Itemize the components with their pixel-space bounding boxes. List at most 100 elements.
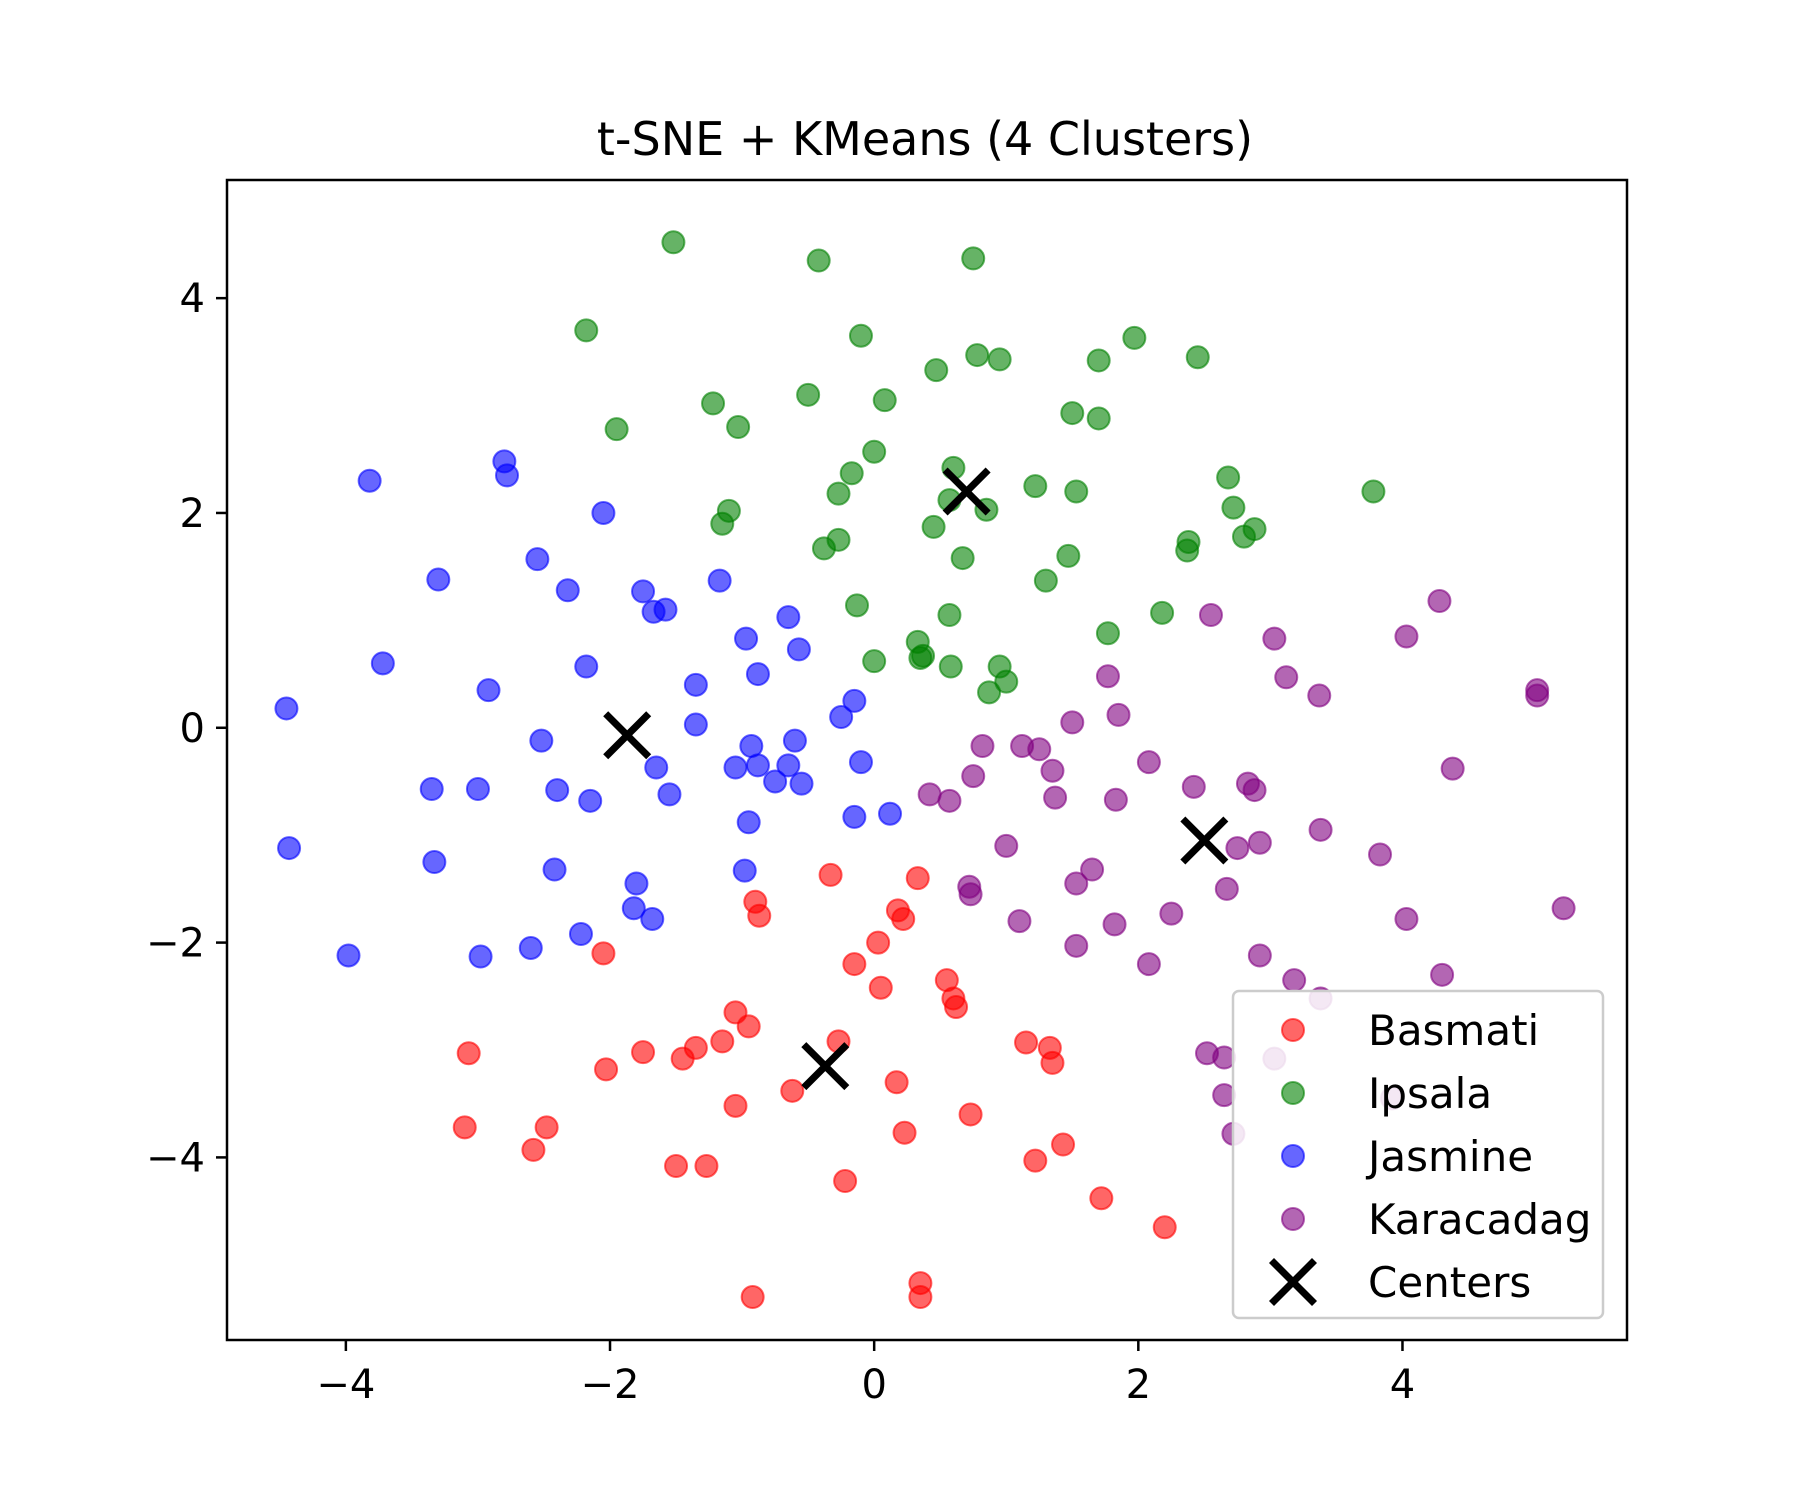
point-ipsala <box>1064 479 1089 504</box>
point-basmati <box>591 941 616 966</box>
point-jasmine <box>789 771 814 796</box>
point-ipsala <box>839 461 864 486</box>
point-karacadag <box>1262 626 1287 651</box>
point-karacadag <box>1060 710 1085 735</box>
point-karacadag <box>1427 589 1452 614</box>
point-basmati <box>723 1093 748 1118</box>
point-jasmine <box>419 777 444 801</box>
point-basmati <box>683 1035 708 1060</box>
point-jasmine <box>555 578 580 603</box>
point-jasmine <box>732 858 757 883</box>
point-ipsala <box>950 546 975 571</box>
point-karacadag <box>1159 901 1184 926</box>
point-jasmine <box>624 871 649 896</box>
point-karacadag <box>1040 758 1065 783</box>
point-jasmine <box>426 567 451 592</box>
point-karacadag <box>1027 737 1052 762</box>
point-karacadag <box>1274 665 1299 690</box>
y-tick-label: 0 <box>180 706 205 752</box>
point-jasmine <box>621 896 646 921</box>
legend-label-karacadag: Karacadag <box>1368 1195 1591 1244</box>
point-jasmine <box>653 597 678 622</box>
point-basmati <box>736 1014 761 1039</box>
point-basmati <box>866 930 891 955</box>
point-jasmine <box>578 788 603 813</box>
point-karacadag <box>1198 603 1223 627</box>
point-basmati <box>456 1041 481 1066</box>
center-marker <box>1180 816 1229 865</box>
point-jasmine <box>568 922 593 946</box>
point-karacadag <box>1136 750 1161 775</box>
point-ipsala <box>1122 325 1147 350</box>
plot-frame <box>225 178 1629 1342</box>
point-ipsala <box>987 347 1012 372</box>
point-basmati <box>842 952 867 977</box>
point-ipsala <box>826 481 851 506</box>
point-jasmine <box>657 782 682 807</box>
point-karacadag <box>1247 943 1272 968</box>
point-basmati <box>747 903 772 928</box>
point-jasmine <box>422 850 447 875</box>
point-basmati <box>944 995 969 1020</box>
point-ipsala <box>965 343 990 368</box>
point-basmati <box>884 1070 909 1095</box>
point-ipsala <box>845 593 869 618</box>
point-ipsala <box>1361 479 1386 504</box>
point-karacadag <box>1242 778 1267 803</box>
legend-items: Basmati Ipsala Jasmine Karacadag Centers <box>1269 1006 1591 1307</box>
point-karacadag <box>1214 876 1239 901</box>
point-jasmine <box>776 605 801 630</box>
point-ipsala <box>961 246 986 271</box>
point-karacadag <box>1136 952 1161 977</box>
point-karacadag <box>1307 683 1332 708</box>
point-jasmine <box>465 777 490 801</box>
point-karacadag <box>958 882 983 907</box>
point-jasmine <box>723 755 748 780</box>
point-basmati <box>1152 1215 1177 1240</box>
point-basmati <box>908 1285 933 1310</box>
point-jasmine <box>736 810 761 835</box>
point-basmati <box>833 1169 858 1194</box>
point-ipsala <box>661 230 686 255</box>
x-tick-label: 0 <box>861 1362 886 1408</box>
point-basmati <box>780 1078 805 1103</box>
point-jasmine <box>357 468 382 493</box>
point-ipsala <box>921 514 946 539</box>
point-jasmine <box>848 750 873 775</box>
point-basmati <box>452 1115 477 1140</box>
point-jasmine <box>640 906 665 931</box>
legend-marker-karacadag <box>1281 1207 1305 1231</box>
point-karacadag <box>1007 909 1032 934</box>
point-ipsala <box>862 439 887 464</box>
y-axis: 4 2 0 −2 −4 <box>146 276 227 1181</box>
point-karacadag <box>917 782 942 807</box>
point-ipsala <box>806 248 831 273</box>
point-jasmine <box>468 944 493 969</box>
point-basmati <box>891 906 916 931</box>
point-jasmine <box>518 935 543 960</box>
point-ipsala <box>1150 600 1175 625</box>
legend-marker-ipsala <box>1281 1081 1305 1105</box>
points-layer <box>274 230 1576 1310</box>
point-karacadag <box>1308 817 1333 842</box>
x-tick-label: −4 <box>316 1362 375 1408</box>
legend: Basmati Ipsala Jasmine Karacadag Centers <box>1231 989 1605 1320</box>
point-ipsala <box>1086 348 1111 373</box>
point-basmati <box>1040 1050 1065 1075</box>
point-karacadag <box>1095 664 1120 689</box>
point-jasmine <box>542 857 567 882</box>
point-jasmine <box>829 705 854 730</box>
point-ipsala <box>604 417 629 442</box>
point-jasmine <box>683 712 708 737</box>
point-basmati <box>710 1029 735 1054</box>
legend-label-ipsala: Ipsala <box>1368 1069 1492 1118</box>
point-basmati <box>631 1040 656 1065</box>
point-jasmine <box>878 801 903 826</box>
point-jasmine <box>842 804 867 829</box>
point-ipsala <box>1216 465 1241 490</box>
point-karacadag <box>994 833 1019 858</box>
legend-label-jasmine: Jasmine <box>1365 1132 1533 1181</box>
point-ipsala <box>1056 543 1081 568</box>
point-basmati <box>818 862 843 887</box>
